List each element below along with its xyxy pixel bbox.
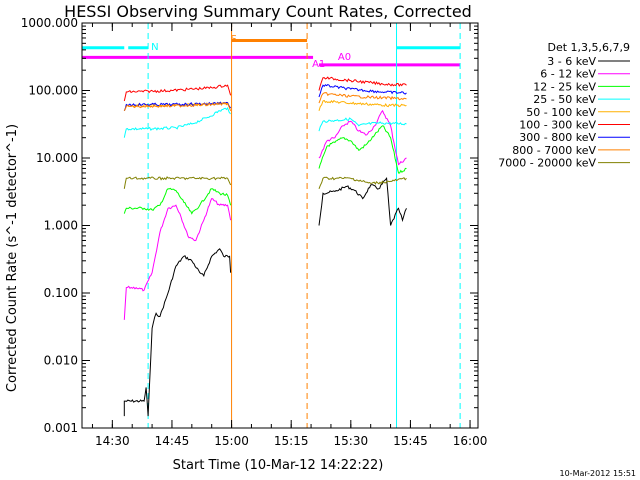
legend-entry-4: 50 - 100 keV: [526, 106, 596, 119]
legend-entry-1: 6 - 12 keV: [540, 68, 596, 81]
series-8-segment-1: [318, 176, 407, 189]
series-1-segment-0: [123, 198, 232, 320]
annotation-a1: A1: [312, 59, 325, 70]
series-3-segment-0: [123, 106, 231, 138]
series-8-segment-0: [123, 176, 232, 189]
chart-title: HESSI Observing Summary Count Rates, Cor…: [64, 2, 472, 21]
x-tick-label-0: 14:30: [95, 434, 130, 448]
series-5-segment-0: [123, 84, 232, 102]
y-tick-label-3: 1.000: [44, 219, 78, 233]
x-tick-label-3: 15:15: [274, 434, 309, 448]
series-2-segment-1: [318, 125, 407, 174]
series-5-segment-1: [318, 76, 407, 91]
x-axis-label: Start Time (10-Mar-12 14:22:22): [173, 458, 384, 473]
series-1-segment-1: [318, 109, 407, 166]
y-tick-label-4: 10.000: [36, 151, 78, 165]
legend-entry-0: 3 - 6 keV: [547, 55, 596, 68]
series-3-segment-1: [318, 117, 407, 132]
x-tick-label-4: 15:30: [334, 434, 369, 448]
legend-entry-5: 100 - 300 keV: [519, 119, 596, 132]
annotation-s: S: [231, 34, 237, 45]
legend-entry-7: 800 - 7000 keV: [512, 144, 596, 157]
series-6-segment-1: [318, 84, 407, 98]
legend-entry-3: 25 - 50 keV: [533, 93, 596, 106]
legend-title: Det 1,3,5,6,7,9: [547, 41, 630, 54]
series-7-segment-1: [318, 92, 407, 104]
y-tick-label-5: 100.000: [28, 84, 78, 98]
x-tick-label-1: 14:45: [155, 434, 190, 448]
x-tick-label-5: 15:45: [393, 434, 428, 448]
series-0-segment-1: [318, 177, 407, 226]
series-0-segment-0: [123, 248, 232, 417]
y-tick-label-6: 1000.000: [21, 16, 78, 30]
axes: 0.001 0.010 0.100 1.000 10.000 100.000 1000.00…: [21, 16, 488, 448]
legend-entry-2: 12 - 25 keV: [533, 80, 596, 93]
series-2-segment-0: [123, 187, 232, 215]
legend-entry-8: 7000 - 20000 keV: [498, 157, 596, 170]
legend-entry-6: 300 - 800 keV: [519, 131, 596, 144]
y-tick-label-1: 0.010: [44, 354, 78, 368]
annotation-a0: A0: [338, 52, 351, 63]
series-7-segment-0: [123, 102, 232, 112]
annotation-n: N: [151, 42, 158, 53]
plot-area: N S A1 A0: [81, 23, 461, 428]
y-tick-label-2: 0.100: [44, 286, 78, 300]
plot-frame: [81, 22, 479, 429]
y-axis-label: Corrected Count Rate (s^-1 detector^-1): [5, 124, 20, 392]
x-tick-label-2: 15:00: [214, 434, 249, 448]
y-tick-label-0: 0.001: [44, 421, 78, 435]
x-tick-label-6: 16:00: [453, 434, 488, 448]
timestamp-label: 10-Mar-2012 15:51: [560, 469, 637, 478]
series-4-segment-1: [318, 99, 407, 111]
